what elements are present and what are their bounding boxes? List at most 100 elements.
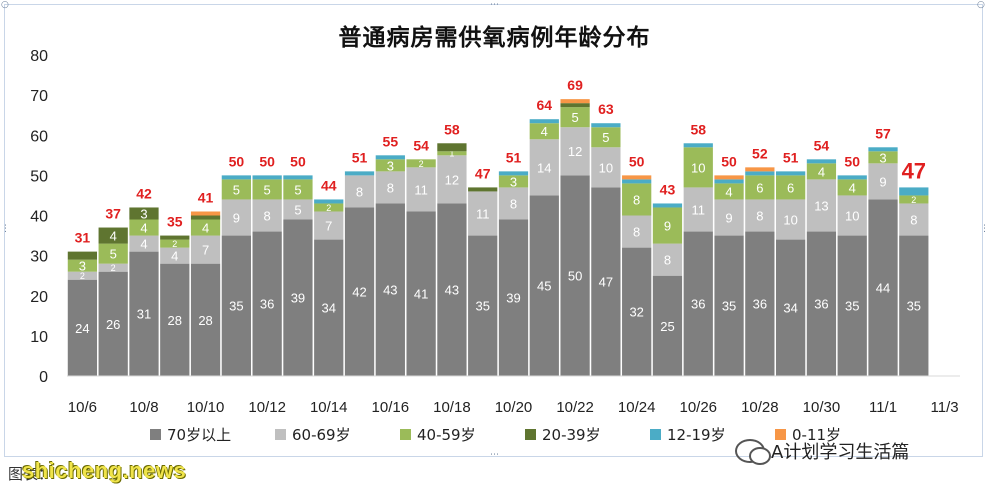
bar-segment [283,219,313,376]
bar-segment [98,243,128,264]
segment-label: 5 [294,202,301,217]
bar-segment [437,151,467,156]
bar-segment [498,187,529,220]
y-tick-label: 50 [30,168,48,185]
resize-handle-top[interactable]: ⋯ [490,0,499,10]
legend-label: 40-59岁 [417,426,476,444]
bar-segment [714,183,744,200]
bar-segment [622,183,652,216]
legend-swatch [150,429,161,440]
bar-segment [529,139,559,196]
segment-label: 6 [787,180,794,195]
bar-segment [498,219,529,376]
bar-segment [437,155,467,204]
bar-segment [283,175,313,180]
total-label: 55 [383,133,399,149]
bar-segment [252,179,282,200]
bar-segment [468,191,498,236]
bar-segment [344,207,375,376]
segment-label: 8 [264,208,271,223]
bar-segment [129,207,159,220]
total-label: 52 [752,145,768,161]
bar-segment [560,103,590,108]
bar-segment [529,119,559,124]
x-tick-label: 10/6 [68,399,97,416]
resize-handle-bottom[interactable]: ⋯ [490,450,499,460]
x-tick-label: 10/20 [495,399,533,416]
bar-segment [129,219,159,236]
x-tick-label: 10/18 [433,399,471,416]
bar-segment [652,275,683,376]
legend-swatch [275,429,286,440]
bar-segment [344,175,375,208]
resize-handle-tr[interactable]: ○ [977,0,985,10]
bar-segment [498,175,529,188]
bar-segment [314,199,344,204]
total-label: 63 [598,101,614,117]
segment-label: 9 [879,174,886,189]
bar-segment [344,171,375,176]
segment-label: 2 [419,159,424,169]
bar-segment [899,187,929,196]
bar-segment [375,159,405,172]
total-label: 42 [136,185,152,201]
total-label: 41 [198,189,214,205]
bar-segment [714,199,744,236]
bar-segment [776,239,806,376]
bar-segment [190,211,221,216]
segment-label: 35 [845,299,859,314]
segment-label: 4 [171,249,178,264]
bar-segment [67,259,98,272]
total-label: 35 [167,214,183,230]
bar-segment [591,123,621,128]
bar-segment [683,147,713,188]
bar-segment [714,179,744,184]
segment-label: 9 [725,210,732,225]
bar-segment [190,215,221,220]
bar-segment [221,235,251,376]
resize-handle-tl[interactable]: ○ [1,0,9,10]
segment-label: 36 [691,297,705,312]
bar-segment [67,251,98,260]
segment-label: 50 [568,269,582,284]
bar-segment [560,175,590,376]
wechat-account: A计划学习生活篇 [735,438,909,465]
segment-label: 10 [783,212,797,227]
x-tick-label: 10/26 [679,399,717,416]
chart-title: 普通病房需供氧病例年龄分布 [338,25,651,51]
bar-segment [437,143,467,152]
total-label: 47 [475,165,491,181]
bar-segment [314,203,344,212]
bar-segment [98,227,128,244]
segment-label: 26 [106,317,120,332]
legend-swatch [650,429,661,440]
bar-segment [899,235,929,376]
total-label: 58 [444,121,460,137]
segment-label: 41 [414,287,428,302]
total-label: 50 [259,153,275,169]
resize-handle-right[interactable]: ⋮ [980,224,989,234]
segment-label: 31 [137,307,151,322]
segment-label: 10 [845,208,859,223]
bar-segment [252,175,282,180]
segment-label: 4 [849,180,856,195]
chart-canvas: 0102030405060708024233126254373144342284… [30,48,960,444]
legend-label: 20-39岁 [542,426,601,444]
legend-label: 60-69岁 [292,426,351,444]
total-label: 50 [229,153,245,169]
total-label: 51 [783,149,799,165]
total-label: 37 [105,206,121,222]
x-tick-label: 10/14 [310,399,348,416]
total-label: 31 [75,230,91,246]
bar-segment [221,179,251,200]
legend-swatch [775,429,786,440]
bar-segment [899,195,929,204]
chart-frame [4,4,983,457]
resize-handle-left[interactable]: ⋮ [1,224,10,234]
segment-label: 3 [79,259,86,274]
segment-label: 2 [80,271,85,281]
bar-segment [468,187,498,192]
bar-segment [498,171,529,176]
segment-label: 45 [537,279,551,294]
segment-label: 9 [233,210,240,225]
